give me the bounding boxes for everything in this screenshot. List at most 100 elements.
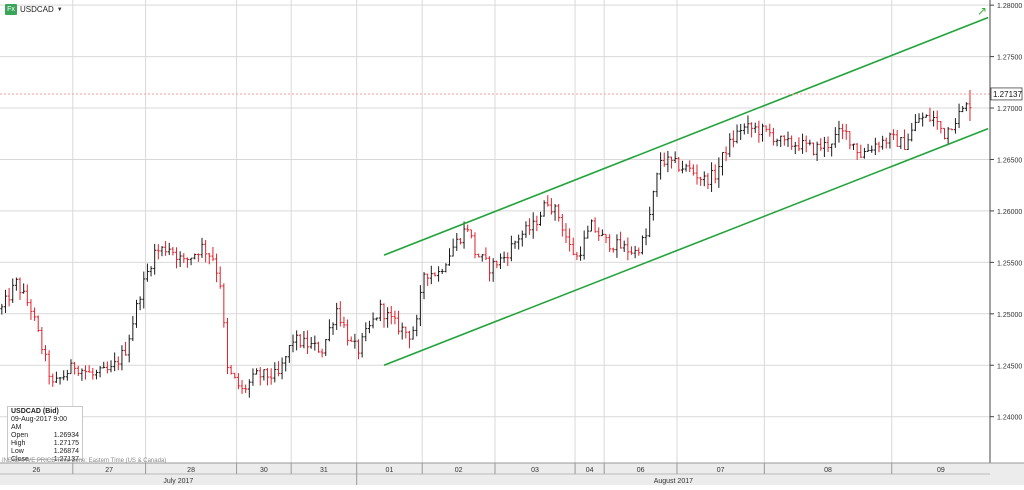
ohlc-bar [691,164,695,176]
ohlc-bar [866,143,870,152]
symbol-selector[interactable]: Fx USDCAD ▼ [5,4,63,15]
ohlc-bar [666,150,670,173]
ohlc-bar [200,237,204,258]
last-price-badge [990,87,1023,101]
ohlc-bar [389,305,393,325]
ohlc-bar [14,277,18,291]
ohlc-bar [568,228,572,252]
price-tick-label: 1.24000 [997,415,1022,422]
ohlc-bar [629,246,633,255]
ohlc-bar [797,137,801,151]
last-price-label: 1.27137 [993,90,1022,99]
ohlc-bar [273,362,277,383]
ohlc-bar [524,221,528,238]
ohlc-bar [145,263,149,282]
ohlc-bar [695,164,699,185]
ohlc-bar [844,123,848,140]
ohlc-bar [801,133,805,154]
ohlc-bar [713,164,717,184]
ohlc-bar [662,152,666,167]
ohlc-bar [768,123,772,137]
ohlc-bar [269,368,273,385]
ohlc-bar [440,268,444,274]
ohlc-bar [720,152,724,176]
ohlc-bar [571,237,575,256]
ohlc-value: 1.26874 [53,448,79,455]
ohlc-bar [0,303,4,315]
ohlc-bar [757,120,761,143]
ohlc-bar [382,303,386,328]
ohlc-bar [466,224,470,232]
ohlc-bar [611,247,615,253]
ohlc-bar [582,230,586,260]
ohlc-bar [746,115,750,134]
ohlc-info-box: USDCAD (Bid) 09-Aug-2017 9:00 AM Open 1.2… [7,406,83,463]
ohlc-bar [622,240,626,253]
expand-arrow-icon[interactable]: ↗ [976,4,988,18]
day-label: 28 [187,467,195,474]
ohlc-bar [833,127,837,148]
ohlc-bar [830,143,834,157]
ohlc-bar [852,143,856,150]
ohlc-bar [957,103,961,129]
ohlc-bar [225,317,229,375]
ohlc-bar [753,122,757,133]
ohlc-bar [939,121,943,134]
ohlc-bar [400,322,404,340]
ohlc-bar [298,334,302,348]
ohlc-bar [455,232,459,251]
ohlc-bar [932,110,936,127]
ohlc-bar [520,230,524,247]
ohlc-bar [702,171,706,187]
chevron-down-icon[interactable]: ▼ [56,6,63,13]
ohlc-bar [116,356,120,371]
ohlc-bar [244,384,248,394]
ohlc-bar [728,133,732,158]
ohlc-bar [677,157,681,172]
ohlc-bar [564,223,568,244]
ohlc-bar [739,124,743,141]
ohlc-bar [18,277,22,300]
ohlc-bar [342,316,346,328]
ohlc-bar [156,244,160,260]
ohlc-bar [316,341,320,353]
ohlc-bar [790,135,794,150]
ohlc-bar [462,221,466,249]
ohlc-bar [546,195,550,207]
ohlc-bar [589,219,593,232]
ohlc-bar [659,152,663,180]
ohlc-bar [771,127,775,146]
price-axis[interactable]: 1.24000 1.24500 1.25000 1.25500 1.26000 1.265… [989,0,1024,463]
ohlc-title: USDCAD (Bid) [11,408,59,415]
ohlc-bar [36,315,40,332]
ohlc-row-high: High 1.27175 [11,440,79,448]
ohlc-bar [670,156,674,169]
ohlc-bar [418,285,422,327]
ohlc-value: 1.27175 [53,440,79,447]
ohlc-bar [393,310,397,325]
time-axis[interactable]: 26 27 28 30 31 01 02 03 04 06 07 08 09 July 2017 Augus… [0,462,1024,485]
ohlc-bar [651,190,655,221]
day-label: 31 [320,467,328,474]
ohlc-bar [91,367,95,380]
ohlc-bar [637,247,641,256]
price-tick-label: 1.24500 [997,363,1022,370]
ohlc-label: Close [11,456,29,463]
ohlc-bar [153,243,157,275]
ohlc-bar [178,251,182,268]
ohlc-bar [22,283,26,294]
ohlc-bar [276,361,280,377]
ohlc-bar [458,238,462,245]
ohlc-bar [819,138,823,151]
ohlc-bar [535,215,539,232]
ohlc-bar [327,319,331,342]
ohlc-bar [917,113,921,123]
ohlc-bar [196,253,200,262]
ohlc-bar [98,366,102,378]
ohlc-bar [444,263,448,273]
trend-channel[interactable] [383,16,989,367]
day-label: 26 [32,467,40,474]
ohlc-bar [633,245,637,259]
